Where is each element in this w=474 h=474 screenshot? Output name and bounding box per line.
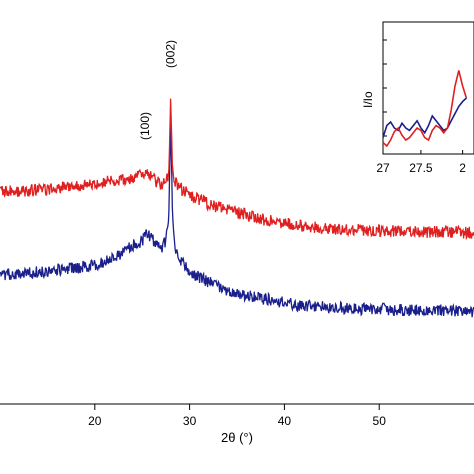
inset-x-tick-label-3: 2 [459, 161, 466, 175]
main-x-tick-label-20: 20 [88, 414, 102, 428]
main-series-2-line [0, 98, 474, 241]
main-series-1-line [0, 119, 474, 318]
peak-annotation-1: (100) [138, 112, 152, 140]
main-x-axis-title: 2θ (°) [221, 430, 253, 445]
main-x-tick-label-50: 50 [373, 414, 387, 428]
inset-x-tick-label-1: 27 [376, 161, 390, 175]
main-x-tick-label-30: 30 [183, 414, 197, 428]
main-x-tick-label-40: 40 [278, 414, 292, 428]
inset-x-tick-label-2: 27.5 [409, 161, 433, 175]
inset-plot: 27 27.5 2 I/Io [361, 21, 474, 175]
inset-series-2-line [382, 70, 468, 148]
inset-y-axis-title: I/Io [361, 91, 375, 108]
peak-annotation-2: (002) [164, 40, 178, 68]
inset-frame [382, 21, 474, 155]
main-plot: 20 30 40 50 2θ (°) (100) (002) [0, 40, 474, 445]
